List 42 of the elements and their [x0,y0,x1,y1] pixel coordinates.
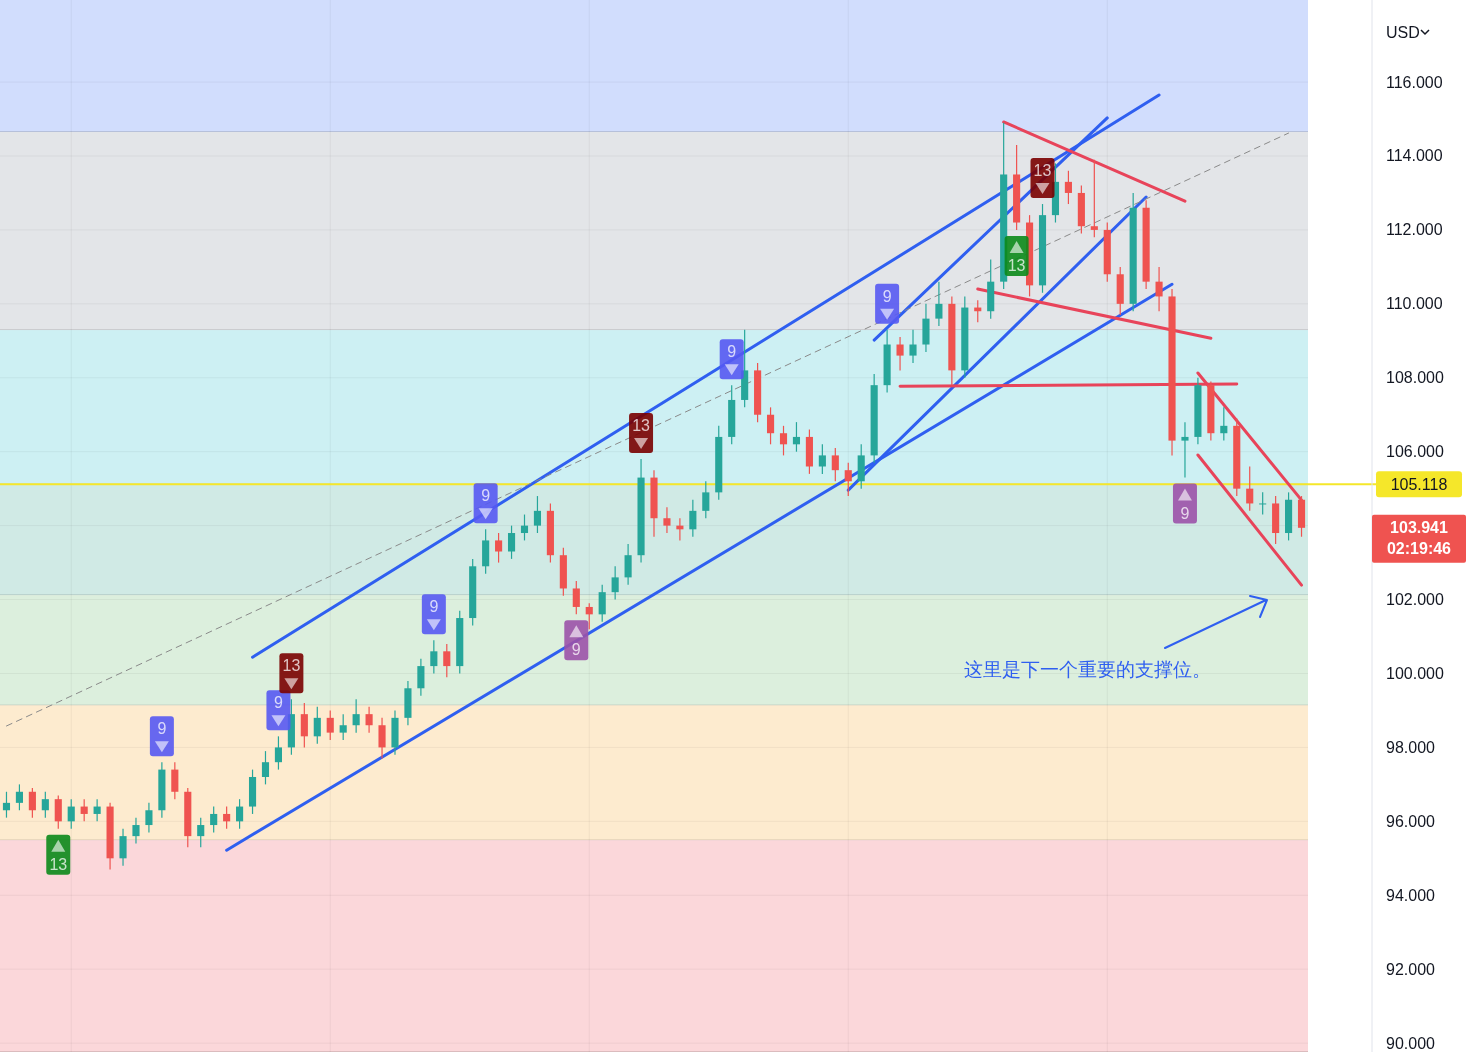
annotation: 13 [49,855,68,873]
ref-line-label: 105.118 [1390,475,1448,493]
annotation: 13 [1007,256,1026,274]
text: 02:19:46 [1386,540,1452,558]
annotation: 9 [273,694,283,712]
y-tick-label: 108.000 [1386,369,1444,387]
annotation: 9 [481,487,491,505]
annotation: 9 [727,343,737,361]
annotation: 9 [429,598,439,616]
y-tick-label: 94.000 [1386,886,1436,904]
y-tick-label: 116.000 [1386,73,1443,91]
badge: 13 [629,413,654,454]
badge: 9 [719,339,744,380]
badge: 9 [473,483,498,524]
y-tick-label: 96.000 [1386,812,1436,830]
y-axis-title: USD [1386,24,1420,41]
y-tick-label: 110.000 [1386,295,1443,313]
badge: 9 [421,594,446,635]
badge: 13 [1030,158,1055,199]
badge: 13 [279,653,304,694]
y-tick-label: 106.000 [1386,443,1444,461]
y-tick-label: 112.000 [1386,221,1443,239]
y-tick-label: 114.000 [1386,147,1443,165]
annotation: 13 [1033,162,1052,180]
badge: 9 [875,283,900,324]
annotation: 9 [157,720,167,738]
annotation: 13 [632,417,651,435]
badge: 9 [564,620,589,661]
badge: 9 [266,690,291,731]
y-tick-label: 102.000 [1386,591,1444,609]
annotation: 13 [282,657,301,675]
annotation: 这里是下一个重要的支撑位。 [964,658,1211,680]
badge: 13 [46,834,71,875]
y-tick-label: 100.000 [1386,664,1444,682]
annotation: 9 [882,287,892,305]
y-tick-label: 98.000 [1386,738,1436,756]
badge: 9 [149,716,174,757]
text: 103.941 [1390,519,1449,537]
y-tick-label: 92.000 [1386,960,1436,978]
y-tick-label: 90.000 [1386,1034,1436,1052]
annotation: 9 [571,641,581,659]
annotation: 9 [1180,504,1190,522]
